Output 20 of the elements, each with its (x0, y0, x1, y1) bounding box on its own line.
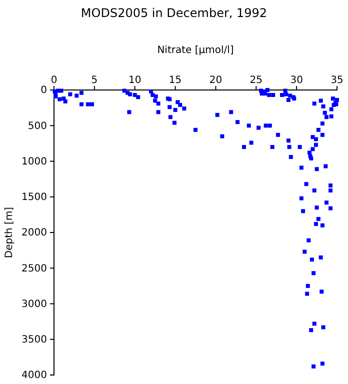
y-tick-label: 3500 (22, 334, 47, 346)
x-tick-label: 20 (209, 75, 222, 86)
x-tick-label: 10 (128, 75, 142, 86)
y-tick-label: 1000 (22, 156, 47, 168)
x-tick-label: 30 (290, 75, 303, 86)
y-tick-label: 0 (40, 85, 47, 96)
x-tick-label: 0 (50, 75, 58, 86)
y-tick-label: 2500 (22, 263, 47, 274)
y-tick-label: 1500 (22, 192, 47, 204)
x-tick-label: 5 (91, 75, 98, 86)
x-tick-label: 25 (250, 75, 263, 86)
y-tick-label: 3000 (22, 298, 47, 310)
x-tick-label: 15 (168, 75, 182, 86)
y-tick-label: 4000 (22, 370, 47, 382)
y-axis-title: Depth [m] (4, 206, 15, 258)
y-tick-label: 500 (28, 120, 47, 132)
y-tick-label: 2000 (22, 228, 47, 239)
chart-title: MODS2005 in December, 1992 (80, 6, 268, 20)
x-tick-label: 35 (330, 75, 344, 86)
x-axis-title: Nitrate [µmol/l] (157, 45, 234, 56)
